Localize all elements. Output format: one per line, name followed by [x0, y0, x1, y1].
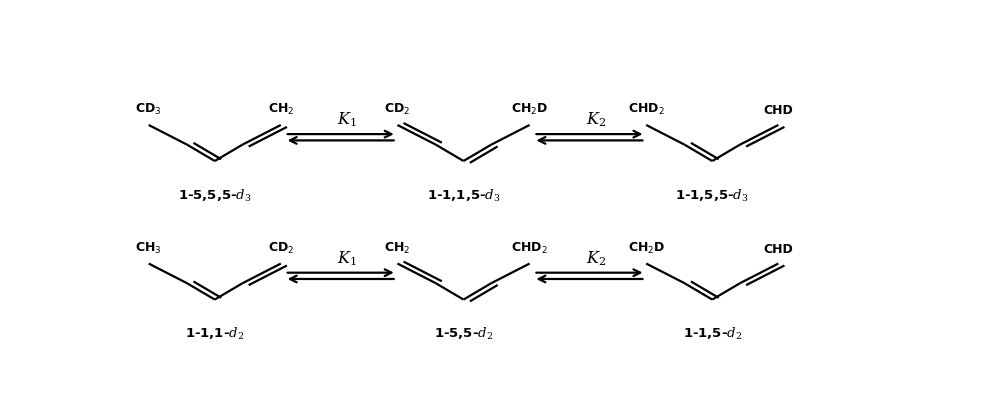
Text: $\boldsymbol{K_1}$: $\boldsymbol{K_1}$	[337, 249, 357, 268]
Text: CHD: CHD	[763, 243, 793, 256]
Text: 1-1,1-$d_2$: 1-1,1-$d_2$	[185, 326, 244, 342]
Text: CH$_2$: CH$_2$	[268, 102, 294, 117]
Text: $\boldsymbol{K_1}$: $\boldsymbol{K_1}$	[337, 111, 357, 129]
Text: CHD$_2$: CHD$_2$	[511, 240, 547, 256]
Text: CH$_2$: CH$_2$	[384, 240, 410, 256]
Text: CHD$_2$: CHD$_2$	[627, 102, 664, 117]
Text: CH$_2$D: CH$_2$D	[510, 102, 548, 117]
Text: 1-1,5-$d_2$: 1-1,5-$d_2$	[682, 326, 741, 342]
Text: 1-1,5,5-$d_3$: 1-1,5,5-$d_3$	[674, 188, 748, 204]
Text: CD$_3$: CD$_3$	[135, 102, 161, 117]
Text: 1-5,5-$d_2$: 1-5,5-$d_2$	[434, 326, 493, 342]
Text: 1-5,5,5-$d_3$: 1-5,5,5-$d_3$	[177, 188, 252, 204]
Text: $\boldsymbol{K_2}$: $\boldsymbol{K_2}$	[585, 249, 605, 268]
Text: CH$_3$: CH$_3$	[135, 240, 162, 256]
Text: CHD: CHD	[763, 104, 793, 117]
Text: CD$_2$: CD$_2$	[268, 240, 294, 256]
Text: CD$_2$: CD$_2$	[384, 102, 410, 117]
Text: 1-1,1,5-$d_3$: 1-1,1,5-$d_3$	[426, 188, 500, 204]
Text: $\boldsymbol{K_2}$: $\boldsymbol{K_2}$	[585, 111, 605, 129]
Text: CH$_2$D: CH$_2$D	[627, 240, 664, 256]
